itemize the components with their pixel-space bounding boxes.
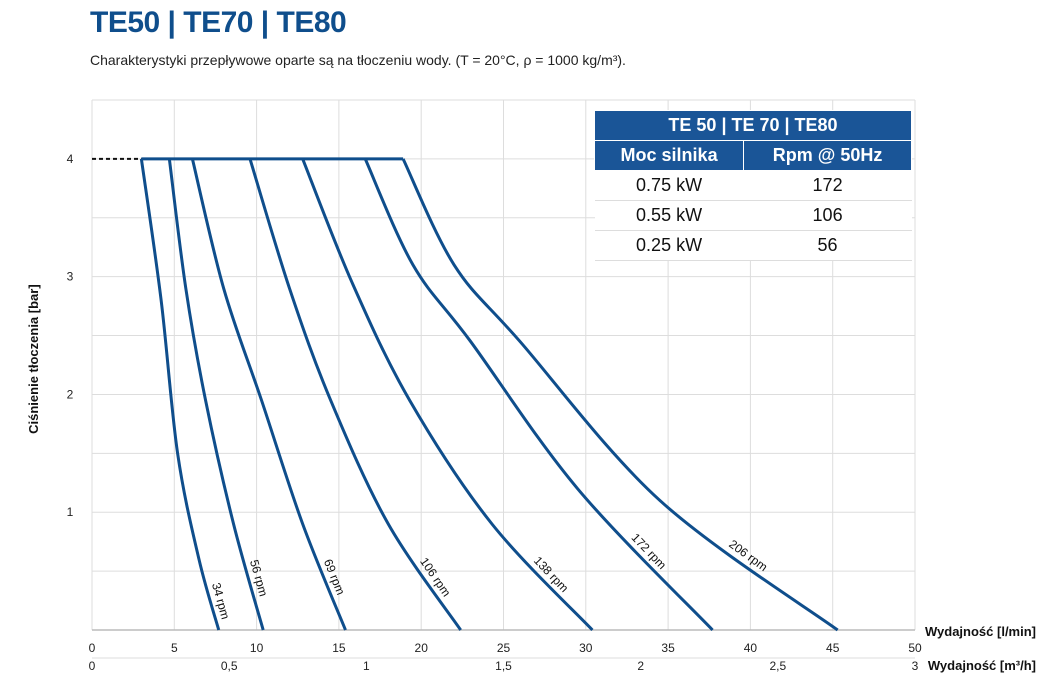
x-tick-label: 35 [661, 641, 675, 655]
curve-106-rpm [248, 158, 462, 631]
table-row: 0.55 kW 106 [594, 200, 912, 231]
y-axis-label: Ciśnienie tłoczenia [bar] [26, 284, 41, 434]
x-tick-label: 20 [415, 641, 429, 655]
table-title: TE 50 | TE 70 | TE80 [594, 110, 912, 141]
x2-tick-label: 0 [89, 659, 96, 673]
x-tick-label: 45 [826, 641, 840, 655]
curve-label: 56 rpm [247, 558, 271, 598]
col-rpm: Rpm @ 50Hz [743, 140, 912, 171]
curve-206-rpm [401, 158, 839, 632]
x-axis-label: Wydajność [l/min] [925, 624, 1036, 639]
x2-tick-label: 3 [912, 659, 919, 673]
x2-tick-label: 2 [637, 659, 644, 673]
curve-69-rpm [190, 158, 347, 631]
curve-138-rpm [301, 158, 594, 632]
y-tick-label: 2 [67, 387, 74, 401]
curve-172-rpm [363, 158, 714, 632]
table-row: 0.75 kW 172 [594, 170, 912, 201]
x-tick-label: 40 [744, 641, 758, 655]
y-tick-label: 3 [67, 270, 74, 284]
x2-tick-label: 1,5 [495, 659, 512, 673]
x-tick-label: 0 [89, 641, 96, 655]
table-row: 0.25 kW 56 [594, 230, 912, 261]
x2-axis-label: Wydajność [m³/h] [928, 658, 1036, 673]
power-cell: 0.55 kW [594, 200, 744, 231]
motor-table: TE 50 | TE 70 | TE80 Moc silnika Rpm @ 50… [593, 110, 912, 261]
power-cell: 0.75 kW [594, 170, 744, 201]
x-tick-label: 50 [908, 641, 922, 655]
curve-56-rpm [167, 158, 265, 631]
rpm-cell: 56 [743, 230, 912, 261]
y-tick-label: 1 [67, 505, 74, 519]
rpm-cell: 106 [743, 200, 912, 231]
x-tick-label: 25 [497, 641, 511, 655]
x-tick-label: 30 [579, 641, 593, 655]
page-title: TE50 | TE70 | TE80 [90, 6, 347, 39]
x-tick-label: 5 [171, 641, 178, 655]
x2-tick-label: 1 [363, 659, 370, 673]
x-tick-label: 10 [250, 641, 264, 655]
power-cell: 0.25 kW [594, 230, 744, 261]
page-subtitle: Charakterystyki przepływowe oparte są na… [90, 52, 626, 68]
rpm-cell: 172 [743, 170, 912, 201]
y-tick-label: 4 [67, 152, 74, 166]
x-tick-label: 15 [332, 641, 346, 655]
curve-label: 34 rpm [209, 581, 233, 621]
x2-tick-label: 0,5 [221, 659, 238, 673]
col-power: Moc silnika [593, 140, 745, 171]
curve-34-rpm [139, 158, 221, 631]
x2-tick-label: 2,5 [769, 659, 786, 673]
